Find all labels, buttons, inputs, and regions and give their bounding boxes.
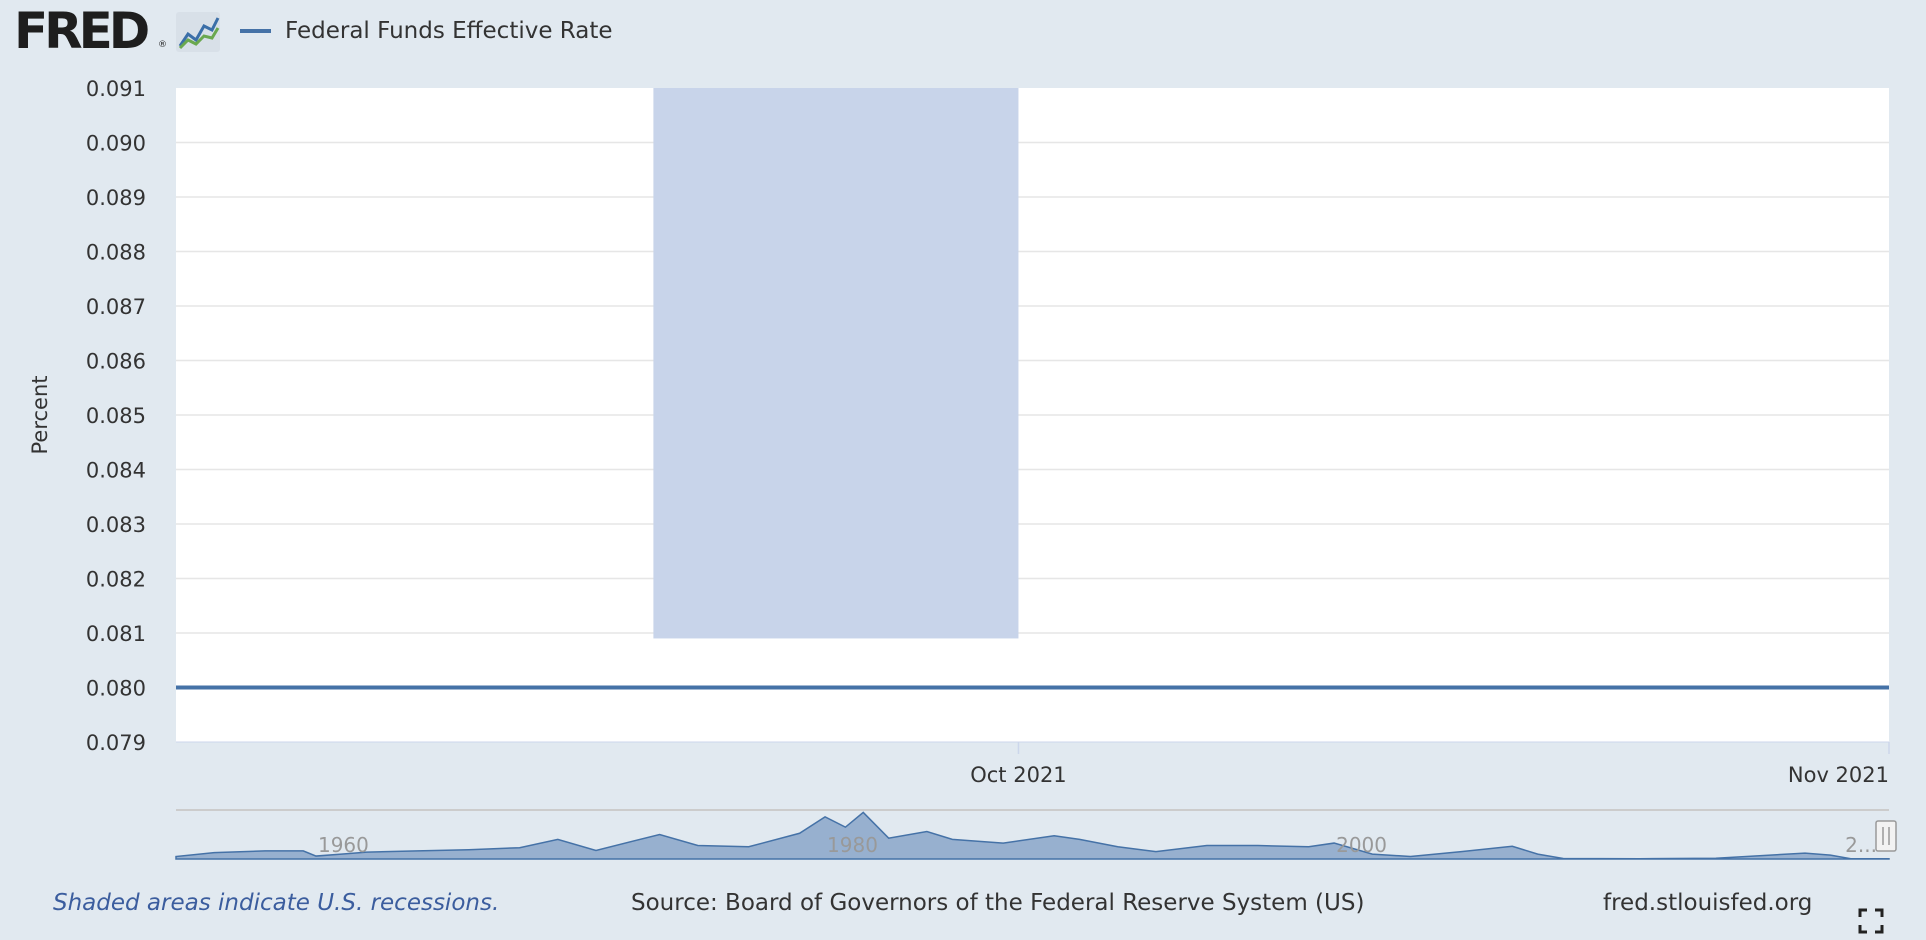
navigator-label: 1960 bbox=[318, 833, 369, 857]
y-tick-label: 0.088 bbox=[86, 241, 146, 265]
navigator-label: 2... bbox=[1845, 833, 1877, 857]
chart-header: FRED ® Federal Funds Effective Rate bbox=[0, 0, 1926, 62]
graph-icon bbox=[176, 12, 220, 52]
x-axis: Oct 2021 Nov 2021 bbox=[970, 742, 1890, 787]
y-tick-label: 0.081 bbox=[86, 622, 146, 646]
y-tick-label: 0.083 bbox=[86, 513, 146, 537]
legend[interactable]: Federal Funds Effective Rate bbox=[240, 16, 613, 46]
y-axis: 0.091 0.090 0.089 0.088 0.087 0.086 0.085 0.084… bbox=[86, 77, 146, 755]
x-tick-label: Oct 2021 bbox=[970, 763, 1066, 787]
recession-note: Shaded areas indicate U.S. recessions. bbox=[53, 890, 500, 916]
legend-swatch bbox=[240, 29, 271, 33]
source-text: Source: Board of Governors of the Federa… bbox=[631, 890, 1365, 916]
recession-shading bbox=[653, 88, 1019, 639]
navigator-area bbox=[175, 811, 1890, 860]
source-link[interactable]: fred.stlouisfed.org bbox=[1603, 890, 1813, 916]
y-tick-label: 0.084 bbox=[86, 459, 146, 483]
fullscreen-icon[interactable] bbox=[1858, 908, 1884, 934]
y-tick-label: 0.086 bbox=[86, 350, 146, 374]
y-tick-label: 0.082 bbox=[86, 568, 146, 592]
y-axis-title: Percent bbox=[28, 375, 52, 454]
navigator-labels: 1960 1980 2000 2... bbox=[318, 833, 1877, 857]
fred-logo[interactable]: FRED bbox=[14, 6, 150, 56]
gridlines bbox=[176, 141, 1889, 689]
navigator[interactable]: 1960 1980 2000 2... bbox=[175, 809, 1897, 860]
y-tick-label: 0.087 bbox=[86, 295, 146, 319]
logo-registered-mark: ® bbox=[158, 40, 167, 50]
navigator-label: 1980 bbox=[827, 833, 878, 857]
y-tick-label: 0.089 bbox=[86, 186, 146, 210]
navigator-label: 2000 bbox=[1336, 833, 1387, 857]
navigator-handle[interactable] bbox=[1875, 820, 1897, 852]
y-tick-label: 0.080 bbox=[86, 677, 146, 701]
y-tick-label: 0.079 bbox=[86, 731, 146, 755]
x-tick-label: Nov 2021 bbox=[1788, 763, 1889, 787]
legend-label: Federal Funds Effective Rate bbox=[285, 18, 613, 44]
logo-text: FRED bbox=[14, 2, 150, 60]
y-tick-label: 0.085 bbox=[86, 404, 146, 428]
y-tick-label: 0.091 bbox=[86, 77, 146, 101]
y-tick-label: 0.090 bbox=[86, 132, 146, 156]
chart[interactable]: 0.091 0.090 0.089 0.088 0.087 0.086 0.085 0.084… bbox=[0, 0, 1926, 880]
